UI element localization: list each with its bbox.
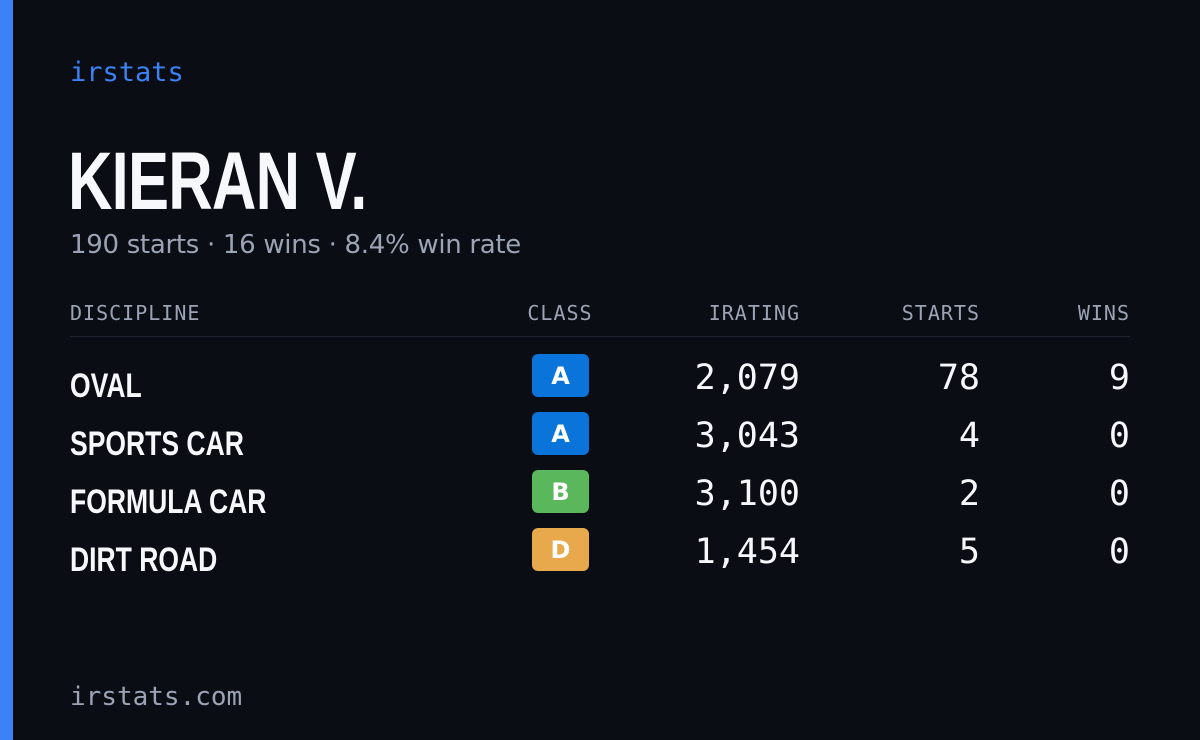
- footer-url: irstats.com: [70, 682, 243, 712]
- wins-value: 0: [1108, 416, 1130, 456]
- header-class-label: CLASS: [527, 301, 593, 325]
- irating-value: 1,454: [694, 532, 800, 572]
- table-row: FORMULA CAR B 3,100 2 0: [70, 470, 1130, 528]
- header-starts: STARTS: [901, 301, 980, 325]
- table-row: OVAL A 2,079 78 9: [70, 354, 1130, 412]
- header-wins: WINS: [1077, 301, 1130, 325]
- class-badge: B: [532, 470, 589, 513]
- starts-value: 4: [958, 416, 980, 456]
- class-badge: D: [532, 528, 589, 571]
- irating-value: 3,100: [694, 474, 800, 514]
- discipline-name: DIRT ROAD: [70, 541, 218, 579]
- wins-value: 9: [1108, 358, 1130, 398]
- driver-summary: 190 starts · 16 wins · 8.4% win rate: [70, 230, 522, 260]
- discipline-name: SPORTS CAR: [70, 425, 244, 463]
- class-badge: A: [532, 412, 589, 455]
- irating-value: 2,079: [694, 358, 800, 398]
- class-badge: A: [532, 354, 589, 397]
- accent-bar: [0, 0, 13, 740]
- discipline-name: OVAL: [70, 367, 142, 405]
- wins-value: 0: [1108, 474, 1130, 514]
- discipline-name: FORMULA CAR: [70, 483, 267, 521]
- table-header: DISCIPLINE CLASS IRATING STARTS WINS: [70, 296, 1130, 337]
- stats-table: DISCIPLINE CLASS IRATING STARTS WINS OVA…: [70, 296, 1130, 579]
- brand-logo: irstats: [70, 57, 184, 88]
- wins-value: 0: [1108, 532, 1130, 572]
- irating-value: 3,043: [694, 416, 800, 456]
- table-row: SPORTS CAR A 3,043 4 0: [70, 412, 1130, 470]
- header-irating: IRATING: [708, 301, 800, 325]
- starts-value: 5: [958, 532, 980, 572]
- header-discipline: DISCIPLINE: [70, 301, 201, 325]
- driver-name: KIERAN V.: [68, 136, 367, 227]
- table-row: DIRT ROAD D 1,454 5 0: [70, 528, 1130, 586]
- starts-value: 2: [958, 474, 980, 514]
- starts-value: 78: [937, 358, 980, 398]
